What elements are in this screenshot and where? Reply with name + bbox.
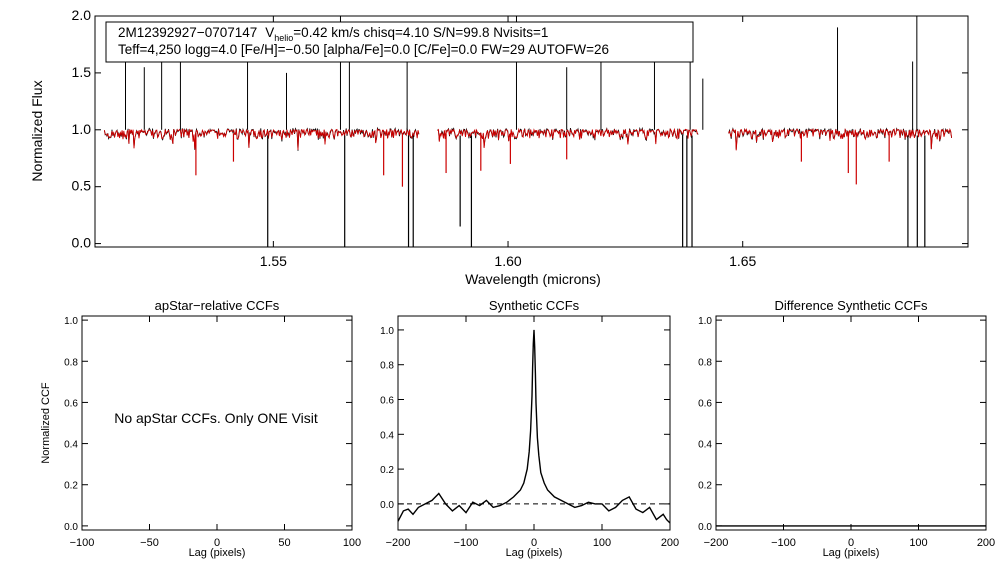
synthetic-ccf-x-axis-label: Lag (pixels) bbox=[506, 547, 563, 559]
apstar-ccf-ticks: −100 −50 0 50 100 0.0 0.2 0.4 0.6 0.8 1.0 bbox=[64, 316, 361, 549]
difference-ccf-y-tick-label: 1.0 bbox=[698, 316, 712, 327]
apstar-ccf-y-tick-label: 1.0 bbox=[64, 316, 78, 327]
star-info-line-1: 2M12392927−0707147 Vhelio=0.42 km/s chisq… bbox=[118, 25, 548, 43]
star-info-line-2: Teff=4,250 logg=4.0 [Fe/H]=−0.50 [alpha/… bbox=[118, 42, 609, 57]
spectrum-y-tick-label: 2.0 bbox=[72, 7, 92, 23]
spectrum-x-axis-label: Wavelength (microns) bbox=[465, 271, 601, 287]
difference-ccf-y-tick-label: 0.0 bbox=[698, 522, 712, 533]
vhelio-subscript: helio bbox=[274, 33, 293, 43]
spectrum-axes-frame bbox=[94, 15, 969, 248]
difference-ccf-title: Difference Synthetic CCFs bbox=[775, 298, 928, 313]
apstar-ccf-y-tick-label: 0.2 bbox=[64, 481, 78, 492]
difference-ccf-ticks: −200 −100 0 100 200 0.0 0.2 0.4 0.6 0.8 1.0 bbox=[698, 316, 995, 549]
spectrum-x-tick-label: 1.60 bbox=[494, 253, 521, 269]
difference-ccf-panel: Difference Synthetic CCFs −200 −100 0 100 20… bbox=[698, 298, 995, 559]
difference-ccf-x-tick-label: −200 bbox=[704, 537, 729, 549]
star-info-box bbox=[105, 21, 694, 63]
synthetic-ccf-ticks: −200 −100 0 100 200 0.0 0.2 0.4 0.6 0.8 1.0 bbox=[380, 316, 679, 549]
observed-spectrum-segment bbox=[104, 126, 420, 151]
apstar-ccf-x-axis-label: Lag (pixels) bbox=[189, 547, 246, 559]
spectrum-y-axis-label: Normalized Flux bbox=[29, 80, 45, 181]
spectrum-ticks: 1.55 1.60 1.65 0.0 0.5 1.0 1.5 2.0 bbox=[72, 7, 968, 269]
synthetic-ccf-x-tick-label: −100 bbox=[454, 537, 479, 549]
synthetic-ccf-y-tick-label: 0.0 bbox=[380, 500, 394, 511]
difference-ccf-axes-frame bbox=[715, 315, 987, 531]
difference-ccf-x-tick-label: 100 bbox=[909, 537, 927, 549]
difference-ccf-x-tick-label: −100 bbox=[771, 537, 796, 549]
difference-ccf-y-tick-label: 0.6 bbox=[698, 398, 712, 409]
apstar-ccf-panel: apStar−relative CCFs −100 −50 0 50 100 0.0 0.2… bbox=[40, 298, 361, 559]
apstar-ccf-y-tick-label: 0.0 bbox=[64, 522, 78, 533]
difference-ccf-y-tick-label: 0.2 bbox=[698, 481, 712, 492]
apstar-ccf-y-tick-label: 0.8 bbox=[64, 357, 78, 368]
synthetic-ccf-x-tick-label: 200 bbox=[661, 537, 679, 549]
synthetic-ccf-y-tick-label: 0.6 bbox=[380, 396, 394, 407]
model-spectrum-segment bbox=[728, 127, 953, 151]
difference-ccf-y-tick-label: 0.4 bbox=[698, 440, 712, 451]
apstar-ccf-x-tick-label: −50 bbox=[140, 537, 159, 549]
synthetic-ccf-y-tick-label: 0.8 bbox=[380, 361, 394, 372]
apstar-ccf-x-tick-label: 50 bbox=[278, 537, 290, 549]
synthetic-ccf-plot-area bbox=[397, 329, 671, 524]
difference-ccf-y-tick-label: 0.8 bbox=[698, 357, 712, 368]
apstar-ccf-x-tick-label: −100 bbox=[70, 537, 95, 549]
spectrum-y-tick-label: 1.5 bbox=[72, 64, 92, 80]
spectrum-x-tick-label: 1.55 bbox=[260, 253, 287, 269]
synthetic-ccf-curve bbox=[397, 329, 671, 524]
model-spectrum-segment bbox=[103, 128, 420, 150]
star-info-line-1-values: =0.42 km/s chisq=4.10 S/N=99.8 Nvisits=1 bbox=[293, 25, 548, 40]
spectrum-x-tick-label: 1.65 bbox=[729, 253, 756, 269]
synthetic-ccf-x-tick-label: −200 bbox=[386, 537, 411, 549]
synthetic-ccf-title: Synthetic CCFs bbox=[489, 298, 580, 313]
apstar-ccf-x-tick-label: 0 bbox=[214, 537, 220, 549]
apstar-ccf-y-axis-label: Normalized CCF bbox=[40, 382, 52, 464]
vhelio-symbol: V bbox=[265, 25, 274, 40]
difference-ccf-x-tick-label: 200 bbox=[977, 537, 995, 549]
synthetic-ccf-x-tick-label: 100 bbox=[593, 537, 611, 549]
apstar-ccf-x-tick-label: 100 bbox=[343, 537, 361, 549]
synthetic-ccf-y-tick-label: 1.0 bbox=[380, 326, 394, 337]
apstar-ccf-title: apStar−relative CCFs bbox=[155, 298, 280, 313]
synthetic-ccf-panel: Synthetic CCFs −200 −100 0 100 200 0.0 0.2 0.4 0… bbox=[380, 298, 679, 559]
no-ccf-message: No apStar CCFs. Only ONE Visit bbox=[114, 410, 318, 426]
spectrum-y-tick-label: 0.0 bbox=[72, 235, 92, 251]
synthetic-ccf-y-tick-label: 0.2 bbox=[380, 465, 394, 476]
synthetic-ccf-x-tick-label: 0 bbox=[531, 537, 537, 549]
star-id: 2M12392927−0707147 bbox=[118, 25, 257, 40]
apstar-ccf-y-tick-label: 0.4 bbox=[64, 440, 78, 451]
difference-ccf-x-axis-label: Lag (pixels) bbox=[823, 547, 880, 559]
difference-ccf-x-tick-label: 0 bbox=[848, 537, 854, 549]
spectrum-y-tick-label: 1.0 bbox=[72, 121, 92, 137]
spectrum-y-tick-label: 0.5 bbox=[72, 178, 92, 194]
synthetic-ccf-y-tick-label: 0.4 bbox=[380, 430, 394, 441]
apstar-ccf-y-tick-label: 0.6 bbox=[64, 398, 78, 409]
spectrum-panel: 1.55 1.60 1.65 0.0 0.5 1.0 1.5 2.0 Wavelength (… bbox=[29, 7, 969, 287]
